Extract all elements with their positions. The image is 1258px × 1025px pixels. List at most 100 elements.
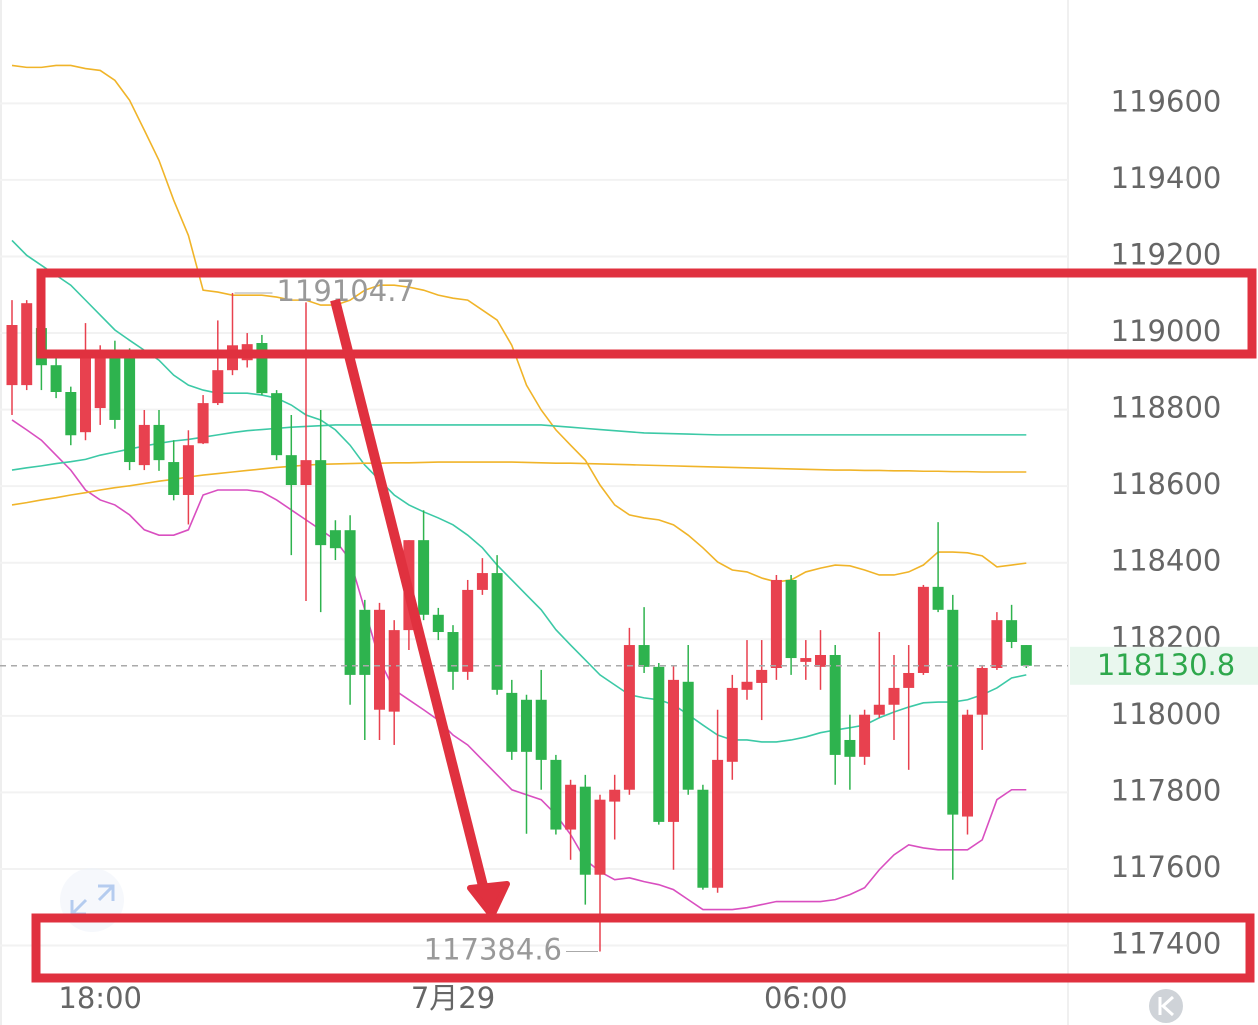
y-tick-label: 119600 (1111, 84, 1222, 118)
k-icon[interactable] (1149, 989, 1183, 1023)
candle-body (21, 303, 33, 386)
last-price-label: 118130.8 (1097, 648, 1235, 682)
y-tick-label: 117400 (1111, 927, 1222, 961)
candle-body (197, 403, 209, 444)
highlight-box (31, 913, 1255, 983)
candle-body (124, 355, 136, 463)
y-tick-label: 118600 (1111, 467, 1222, 501)
candle-body (491, 573, 503, 690)
y-tick-label: 117800 (1111, 773, 1222, 807)
candle-body (418, 540, 430, 615)
icon-glyph (70, 884, 115, 916)
candle-body (741, 681, 753, 690)
y-tick-label: 118400 (1111, 544, 1222, 578)
candle-body (932, 586, 944, 610)
x-tick-label: 7月29 (411, 981, 495, 1015)
candle-body (815, 654, 826, 667)
candle-body (344, 530, 356, 675)
y-tick-label: 119400 (1111, 161, 1222, 195)
annotations (31, 268, 1257, 983)
candle-body (535, 699, 547, 760)
candle-body (6, 325, 18, 386)
x-tick-label: 18:00 (58, 981, 142, 1015)
candle-body (388, 630, 400, 712)
candle-body (506, 692, 518, 752)
candle-body (359, 609, 371, 675)
candle-body (50, 365, 62, 392)
candle-body (462, 589, 474, 672)
y-tick-label: 119200 (1111, 237, 1222, 271)
y-tick-label: 117600 (1111, 850, 1222, 884)
candle-body (976, 668, 988, 715)
candle-body (80, 350, 91, 433)
candle-body (829, 654, 841, 755)
candle-body (300, 460, 312, 486)
low-label: 117384.6 (424, 932, 562, 966)
candle-body (285, 455, 297, 486)
candle-body (550, 759, 562, 830)
candle-body (697, 789, 709, 888)
y-tick-label: 119000 (1111, 314, 1222, 348)
high-label: 119104.7 (277, 274, 415, 308)
candle-body (138, 424, 150, 466)
candle-body (991, 620, 1003, 669)
candle-body (476, 573, 488, 590)
icon-bg (1149, 989, 1183, 1023)
candle-body (712, 759, 724, 888)
indicator-line (11, 239, 1027, 743)
candle-body (1020, 645, 1032, 666)
last-price-box (1070, 646, 1258, 685)
indicator-line (11, 419, 1027, 911)
candle-body (521, 699, 532, 752)
candle-body (168, 462, 180, 495)
candle-body (623, 645, 635, 790)
candle-body (770, 579, 782, 669)
candle-body (844, 739, 856, 757)
y-tick-label: 118800 (1111, 391, 1222, 425)
x-tick-label: 06:00 (764, 981, 848, 1015)
indicator-line (11, 424, 1027, 471)
candle-body (182, 445, 194, 495)
arrow-shaft (330, 298, 489, 892)
candle-body (594, 799, 606, 875)
candle-body (1006, 620, 1018, 642)
y-tick-label: 118000 (1111, 697, 1222, 731)
highlight-box (36, 268, 1257, 359)
candle-body (873, 704, 885, 715)
candle-body (271, 393, 283, 456)
candle-body (756, 669, 768, 683)
candle-body (212, 370, 224, 404)
candle-body (800, 658, 812, 662)
candle-body (256, 343, 268, 394)
candle-body (903, 672, 915, 688)
candle-body (374, 609, 385, 710)
plot-area: 1174001176001178001180001182001184001186… (0, 64, 1258, 1015)
candle-body (668, 679, 679, 822)
indicator-line (11, 461, 1027, 506)
candle-body (888, 687, 900, 705)
candle-body (65, 392, 77, 436)
candle-body (917, 586, 929, 673)
icon-glyph (1158, 995, 1175, 1017)
candle-body (565, 784, 577, 830)
candle-body (682, 681, 694, 790)
candle-body (947, 609, 959, 815)
candle-body (153, 424, 165, 461)
candle-body (962, 714, 973, 817)
candle-body (315, 460, 327, 546)
candle-body (432, 614, 444, 633)
candle-body (785, 579, 797, 659)
arrow-head (467, 881, 510, 919)
candle-body (726, 687, 738, 762)
candle-body (638, 645, 650, 667)
candle-body (609, 789, 621, 802)
candle-body (109, 350, 121, 420)
candle-body (329, 530, 341, 549)
indicator-line (11, 64, 1027, 583)
candle-body (447, 632, 459, 672)
candle-body (859, 714, 871, 757)
candle-body (94, 355, 106, 409)
